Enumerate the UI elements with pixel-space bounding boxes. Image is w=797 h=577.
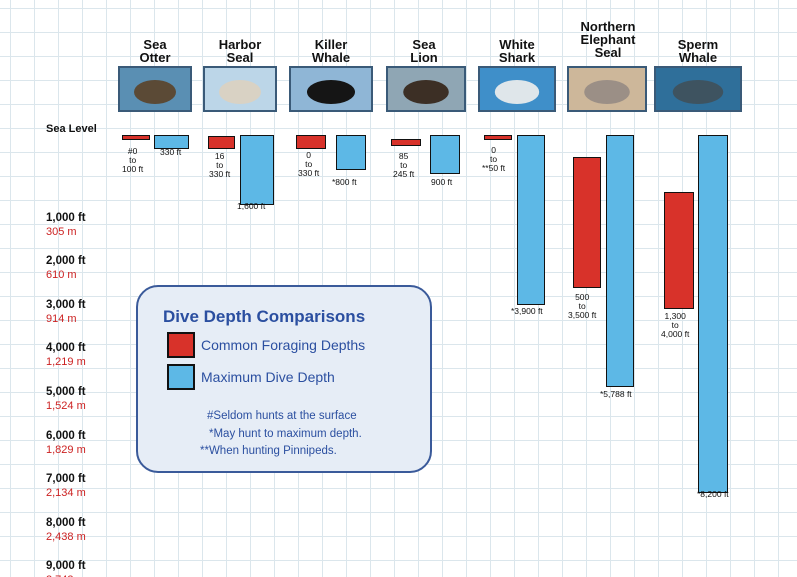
grid-line-horizontal (0, 512, 797, 513)
note-max-depth: *May hunt to maximum depth. (209, 428, 362, 440)
tick-label-feet: 6,000 ft (46, 429, 86, 442)
grid-line-horizontal (0, 128, 797, 129)
tick-label-meters: 2,438 m (46, 530, 86, 543)
tick-label-meters: 1,829 m (46, 443, 86, 456)
max-depth-label: 1,600 ft (237, 201, 266, 211)
sea-lion-photo (386, 66, 466, 112)
foraging-range-label: 0 to **50 ft (482, 145, 506, 173)
maximum-swatch (167, 364, 195, 390)
maximum-legend-label: Maximum Dive Depth (201, 369, 335, 385)
tick-label-feet: 9,000 ft (46, 560, 86, 573)
foraging-bar (391, 138, 421, 146)
tick-label-meters: 2,134 m (46, 487, 86, 500)
tick-label-meters: 305 m (46, 225, 77, 238)
killer-whale-photo (289, 66, 373, 112)
max-depth-bar (154, 135, 189, 150)
foraging-bar (484, 135, 512, 140)
grid-line-horizontal (0, 536, 797, 537)
tick-label-feet: 1,000 ft (46, 211, 86, 224)
max-depth-bar (698, 135, 728, 493)
foraging-swatch (167, 332, 195, 358)
grid-line-vertical (778, 0, 779, 577)
max-depth-bar (517, 135, 545, 306)
foraging-range-label: 0 to 330 ft (298, 150, 320, 178)
tick-label-meters: 914 m (46, 312, 77, 325)
animal-name: Harbor Seal (218, 37, 262, 65)
max-depth-label: *800 ft (332, 177, 357, 187)
tick-label-meters: 2,743 m (46, 574, 86, 577)
tick-label-feet: 4,000 ft (46, 342, 86, 355)
grid-line-vertical (754, 0, 755, 577)
max-depth-label: *5,788 ft (600, 389, 632, 399)
grid-line-horizontal (0, 488, 797, 489)
foraging-range-label: 500 to 3,500 ft (568, 292, 597, 320)
foraging-bar (573, 156, 601, 288)
sea-otter-photo (118, 66, 192, 112)
max-depth-bar (606, 135, 634, 388)
grid-line-vertical (106, 0, 107, 577)
max-depth-bar (240, 135, 274, 205)
sperm-whale-photo (654, 66, 742, 112)
animal-name: Sea Lion (410, 37, 438, 65)
tick-label-feet: 7,000 ft (46, 473, 86, 486)
foraging-legend-label: Common Foraging Depths (201, 337, 366, 353)
max-depth-bar (336, 135, 366, 170)
harbor-seal-photo (203, 66, 277, 112)
max-depth-label: 900 ft (431, 177, 453, 187)
max-depth-bar (430, 135, 460, 175)
animal-name: Sea Otter (139, 37, 171, 65)
sea-level-label: Sea Level (46, 123, 97, 135)
foraging-range-label: #0 to 100 ft (122, 146, 144, 174)
white-shark-photo (478, 66, 556, 112)
tick-label-feet: 5,000 ft (46, 386, 86, 398)
tick-label-feet: 2,000 ft (46, 255, 86, 268)
tick-label-feet: 8,000 ft (46, 516, 86, 529)
legend-title: Dive Depth Comparisons (163, 307, 366, 326)
foraging-bar (208, 135, 235, 150)
animal-name: Sperm Whale (677, 37, 719, 65)
tick-label-meters: 1,219 m (46, 356, 86, 369)
max-depth-label: *3,900 ft (511, 306, 543, 316)
grid-line-vertical (10, 0, 11, 577)
grid-line-horizontal (0, 560, 797, 561)
foraging-bar (664, 191, 694, 310)
grid-line-horizontal (0, 8, 797, 9)
animal-name: White Shark (498, 37, 536, 65)
animal-name: Killer Whale (311, 37, 351, 65)
tick-label-feet: 3,000 ft (46, 298, 86, 311)
max-depth-label: 330 ft (160, 147, 182, 157)
foraging-range-label: 16 to 330 ft (209, 151, 231, 179)
legend-panel: Dive Depth Comparisons Common Foraging D… (136, 285, 432, 473)
foraging-range-label: 85 to 245 ft (393, 151, 415, 179)
elephant-seal-photo (567, 66, 647, 112)
foraging-range-label: 1,300 to 4,000 ft (661, 311, 690, 339)
note-pinnipeds: **When hunting Pinnipeds. (200, 445, 337, 457)
foraging-bar (296, 135, 326, 150)
grid-line-horizontal (0, 32, 797, 33)
tick-label-meters: 1,524 m (46, 400, 86, 412)
grid-line-vertical (466, 0, 467, 577)
tick-label-meters: 610 m (46, 269, 77, 282)
max-depth-label: *8,200 ft (697, 489, 729, 499)
foraging-bar (122, 135, 150, 140)
note-seldom-surface: #Seldom hunts at the surface (207, 410, 357, 422)
grid-line-vertical (562, 0, 563, 577)
grid-line-vertical (34, 0, 35, 577)
animal-name: Northern Elephant Seal (580, 19, 636, 60)
